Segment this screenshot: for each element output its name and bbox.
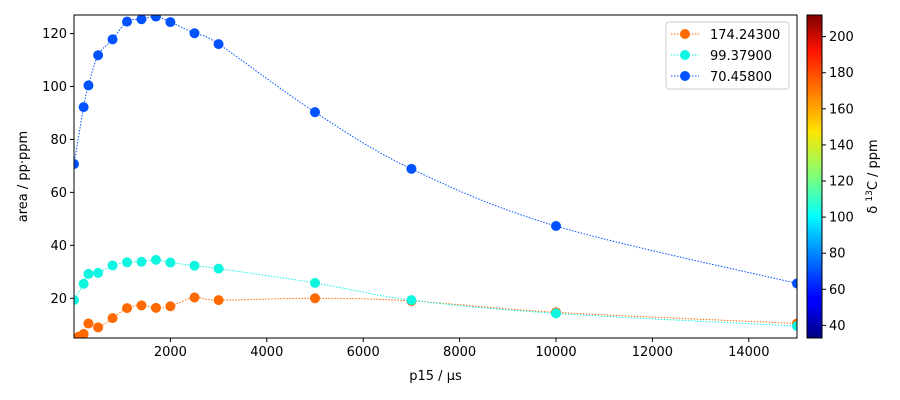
series-3 — [74, 15, 797, 289]
data-point — [213, 39, 224, 50]
colorbar-label-suffix: C / ppm — [866, 139, 881, 190]
data-point — [93, 50, 104, 61]
data-point — [83, 318, 94, 329]
series-line — [74, 259, 797, 327]
colorbar-tick-label: 180 — [829, 66, 854, 81]
data-point — [551, 308, 561, 319]
data-point — [189, 28, 200, 39]
colorbar: 40 60 80 100 120 140 160 180 200 δ 13C / ppm — [806, 14, 881, 339]
data-point — [150, 254, 161, 265]
data-point — [93, 267, 104, 278]
data-point — [122, 257, 133, 268]
y-tick-label: 40 — [50, 239, 67, 254]
data-point — [189, 292, 200, 303]
colorbar-tick-label: 40 — [829, 319, 846, 334]
legend-frame — [665, 21, 790, 90]
data-point — [551, 221, 561, 232]
colorbar-label-sup: 13 — [865, 190, 875, 201]
data-point — [792, 321, 797, 332]
data-point — [406, 163, 417, 174]
data-point — [107, 260, 118, 271]
x-tick-label: 10000 — [535, 345, 576, 360]
data-point — [150, 15, 161, 22]
data-point — [150, 302, 161, 313]
data-point — [406, 295, 417, 306]
data-point — [136, 300, 147, 311]
series-1 — [74, 292, 797, 338]
data-point — [310, 277, 320, 288]
legend: 174.24300 99.37900 70.45800 — [665, 21, 790, 90]
data-point — [165, 301, 176, 312]
colorbar-label: δ 13C / ppm — [865, 139, 881, 213]
data-point — [83, 80, 94, 91]
series-layer — [74, 15, 797, 338]
data-point — [310, 293, 320, 304]
colorbar-ticks: 40 60 80 100 120 140 160 180 200 — [822, 30, 854, 334]
series-2 — [74, 254, 797, 332]
data-point — [189, 260, 200, 271]
legend-marker — [680, 50, 690, 60]
data-point — [122, 16, 133, 27]
data-point — [78, 329, 89, 338]
colorbar-tick-label: 120 — [829, 175, 854, 190]
x-axis-label: p15 / µs — [409, 369, 462, 384]
data-point — [83, 268, 94, 279]
data-point — [78, 278, 89, 289]
legend-items: 174.24300 99.37900 70.45800 — [671, 28, 780, 85]
legend-label: 70.45800 — [710, 70, 772, 85]
data-point — [136, 256, 147, 267]
data-point — [213, 295, 224, 306]
data-point — [136, 15, 147, 25]
data-point — [122, 303, 133, 314]
data-point — [310, 107, 320, 118]
legend-label: 174.24300 — [710, 28, 780, 43]
colorbar-tick-label: 200 — [829, 30, 854, 45]
data-point — [107, 313, 118, 324]
x-tick-label: 6000 — [347, 345, 380, 360]
y-tick-label: 120 — [42, 27, 67, 42]
x-tick-label: 2000 — [154, 345, 187, 360]
data-point — [165, 257, 176, 268]
x-tick-label: 8000 — [443, 345, 476, 360]
data-point — [792, 278, 797, 289]
data-point — [78, 102, 89, 113]
legend-marker — [680, 29, 690, 39]
y-axis-label: area / pp·ppm — [16, 131, 31, 222]
y-axis-ticks: 20 40 60 80 100 120 — [42, 27, 74, 307]
colorbar-tick-label: 80 — [829, 247, 846, 262]
legend-label: 99.37900 — [710, 49, 772, 64]
data-point — [93, 322, 104, 333]
y-tick-label: 100 — [42, 80, 67, 95]
data-point — [213, 263, 224, 274]
legend-marker — [680, 71, 690, 81]
colorbar-tick-label: 140 — [829, 138, 854, 153]
x-axis-ticks: 2000 4000 6000 8000 10000 12000 14000 — [154, 338, 769, 360]
data-point — [107, 34, 118, 45]
colorbar-tick-label: 160 — [829, 102, 854, 117]
y-tick-label: 60 — [50, 186, 67, 201]
x-tick-label: 14000 — [728, 345, 769, 360]
colorbar-tick-label: 100 — [829, 211, 854, 226]
plot-frame — [73, 14, 798, 339]
x-tick-label: 12000 — [632, 345, 673, 360]
y-tick-label: 20 — [50, 292, 67, 307]
data-point — [74, 159, 79, 170]
colorbar-gradient — [806, 14, 823, 339]
colorbar-label-prefix: δ — [866, 202, 881, 214]
x-tick-label: 4000 — [250, 345, 283, 360]
colorbar-tick-label: 60 — [829, 283, 846, 298]
data-point — [165, 17, 176, 28]
y-tick-label: 80 — [50, 133, 67, 148]
data-point — [74, 295, 79, 306]
plot-area — [73, 14, 798, 339]
